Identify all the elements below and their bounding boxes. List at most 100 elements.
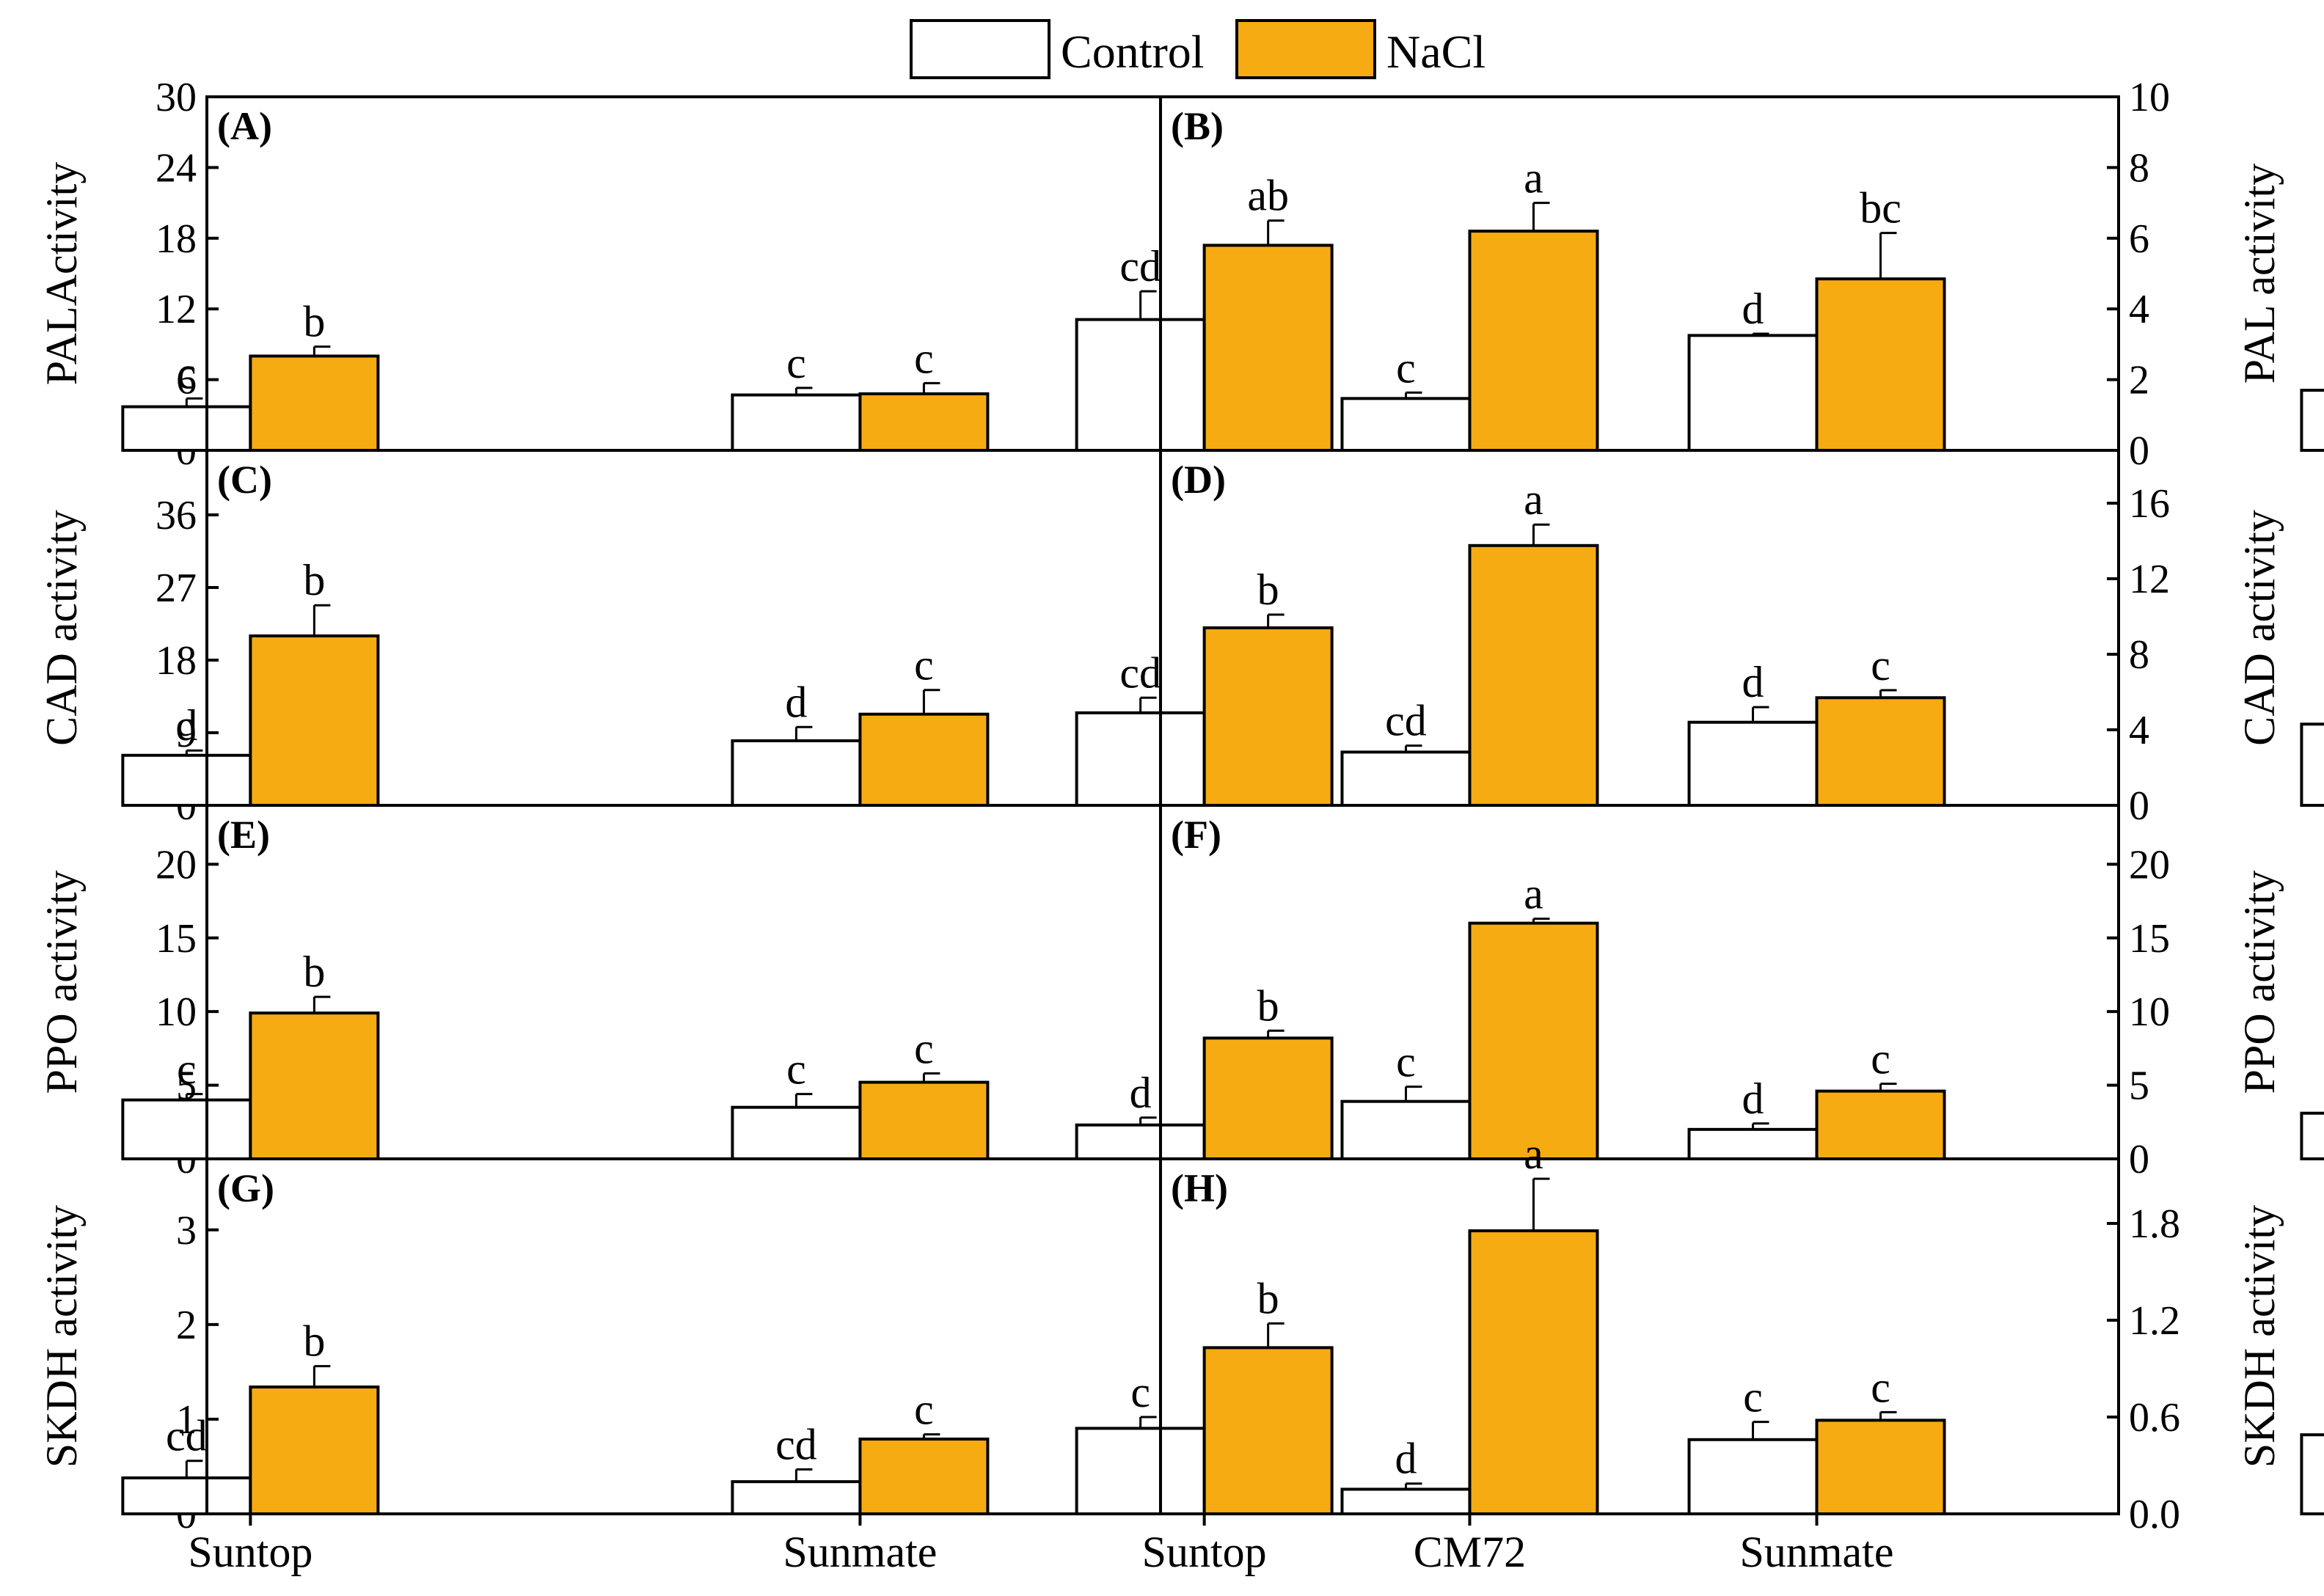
- significance-letter: d: [1742, 1075, 1764, 1123]
- y-tick-label: 27: [156, 565, 197, 611]
- significance-letter: bc: [1860, 184, 1901, 233]
- bar-nacl-suntop: [249, 1385, 380, 1515]
- bar-nacl-sunmate: [1815, 696, 1946, 807]
- panel-label: (D): [1171, 458, 1226, 502]
- significance-letter: d: [1130, 1069, 1152, 1117]
- y-tick-label: 15: [156, 916, 197, 962]
- y-tick-label: 16: [2129, 481, 2170, 527]
- significance-letter: b: [1257, 1274, 1279, 1322]
- y-tick-label: 20: [156, 842, 197, 887]
- significance-letter: c: [786, 1045, 806, 1094]
- significance-letter: c: [914, 1025, 934, 1073]
- bar-control-cm72: [2300, 389, 2324, 452]
- bar-control-cm72: [2300, 1433, 2324, 1515]
- significance-letter: c: [914, 641, 934, 689]
- panel-F: 05101520dbdccda(F)PPO activity: [1075, 813, 2324, 1182]
- significance-letter: b: [303, 1317, 325, 1366]
- significance-letter: cd: [1119, 242, 1161, 290]
- bar-control-cm72: [2300, 1111, 2324, 1161]
- significance-letter: a: [1524, 475, 1543, 524]
- significance-letter: c: [786, 339, 806, 387]
- bar-control-cm72: [1340, 397, 1472, 452]
- bar-control-cm72: [1340, 1099, 1472, 1161]
- bar-control-sunmate: [1687, 1438, 1819, 1516]
- bar-nacl-sunmate: [858, 712, 990, 808]
- x-category-labels: SuntopSunmateCM72SuntopSunmateCM72: [188, 1514, 1894, 1576]
- y-tick-label: 5: [2129, 1064, 2149, 1109]
- bar-control-suntop: [1075, 711, 1206, 808]
- x-category-label: Sunmate: [783, 1528, 937, 1576]
- x-category-label: CM72: [1414, 1528, 1526, 1576]
- x-category-label: Suntop: [188, 1528, 313, 1576]
- y-tick-label: 0: [2129, 1137, 2149, 1182]
- panel-G: 0123cdbcdcda(G)SKDH activity: [37, 1130, 1599, 1537]
- y-tick-label: 4: [2129, 287, 2149, 332]
- significance-letter: c: [1871, 1363, 1890, 1411]
- panel-label: (A): [217, 104, 272, 148]
- bar-nacl-suntop: [1202, 244, 1334, 452]
- x-category-label: Sunmate: [1740, 1528, 1894, 1576]
- bar-control-sunmate: [731, 1480, 862, 1515]
- significance-letter: a: [1524, 1130, 1543, 1178]
- significance-letter: cd: [166, 1412, 208, 1460]
- significance-letter: a: [1524, 154, 1543, 202]
- significance-letter: c: [1130, 1368, 1150, 1416]
- significance-letter: b: [1257, 565, 1279, 614]
- bar-nacl-cm72: [1468, 230, 1599, 452]
- y-tick-label: 0.6: [2129, 1395, 2180, 1441]
- bar-control-suntop: [1075, 1123, 1206, 1161]
- panel-A: 0612182430cbccca(A)PALActivity: [37, 75, 1599, 474]
- bar-control-cm72: [1340, 750, 1472, 808]
- y-tick-label: 36: [156, 493, 197, 538]
- y-tick-label: 0.0: [2129, 1492, 2180, 1537]
- panels: 0612182430cbccca(A)PALActivity0246810cda…: [37, 75, 2324, 1537]
- panel-C: 09182736dbdccda(C)CAD activity: [37, 458, 1599, 829]
- frame: [205, 95, 2120, 1515]
- significance-letter: d: [785, 678, 807, 726]
- y-tick-label: 1: [176, 1397, 197, 1443]
- y-tick-label: 12: [2129, 557, 2170, 602]
- bar-nacl-suntop: [1202, 1036, 1334, 1160]
- significance-letter: c: [914, 334, 934, 382]
- bar-nacl-suntop: [1202, 1346, 1334, 1516]
- x-category-label: Suntop: [1142, 1528, 1267, 1576]
- bar-control-suntop: [121, 1098, 252, 1160]
- y-tick-label: 24: [156, 145, 197, 191]
- bar-nacl-cm72: [1468, 921, 1599, 1160]
- legend-nacl-label: NaCl: [1386, 26, 1486, 78]
- bar-nacl-suntop: [249, 1011, 380, 1161]
- significance-letter: b: [303, 298, 325, 346]
- bar-nacl-cm72: [1468, 543, 1599, 807]
- significance-letter: d: [175, 701, 197, 750]
- y-tick-label: 0: [2129, 428, 2149, 474]
- bar-nacl-sunmate: [858, 1438, 990, 1516]
- y-tick-label: 10: [156, 989, 197, 1035]
- y-axis-title: SKDH activity: [37, 1205, 86, 1468]
- panel-H: 0.00.61.21.8cbccca(H)SKDH activity: [1075, 1166, 2324, 1537]
- bar-control-sunmate: [1687, 1127, 1819, 1161]
- bar-nacl-sunmate: [1815, 1089, 1946, 1161]
- bar-control-suntop: [121, 1476, 252, 1516]
- y-tick-label: 12: [156, 287, 197, 332]
- significance-letter: c: [177, 1045, 197, 1094]
- y-axis-title: PAL activity: [2235, 164, 2284, 384]
- y-tick-label: 2: [2129, 358, 2149, 403]
- significance-letter: c: [1396, 343, 1416, 392]
- bar-control-suntop: [121, 405, 252, 453]
- significance-letter: c: [177, 349, 197, 398]
- y-axis-title: PALActivity: [37, 162, 86, 385]
- bar-control-cm72: [1340, 1487, 1472, 1515]
- panel-label: (F): [1171, 813, 1221, 857]
- legend-control-label: Control: [1061, 26, 1205, 78]
- significance-letter: a: [1524, 870, 1543, 918]
- panel-label: (E): [217, 813, 270, 857]
- panel-label: (C): [217, 458, 272, 502]
- bar-control-suntop: [121, 753, 252, 808]
- significance-letter: b: [303, 948, 325, 996]
- bar-nacl-sunmate: [858, 392, 990, 453]
- bar-control-sunmate: [1687, 720, 1819, 807]
- legend: Control NaCl: [910, 19, 1486, 79]
- panel-label: (B): [1171, 104, 1224, 148]
- bar-nacl-cm72: [1468, 1229, 1599, 1516]
